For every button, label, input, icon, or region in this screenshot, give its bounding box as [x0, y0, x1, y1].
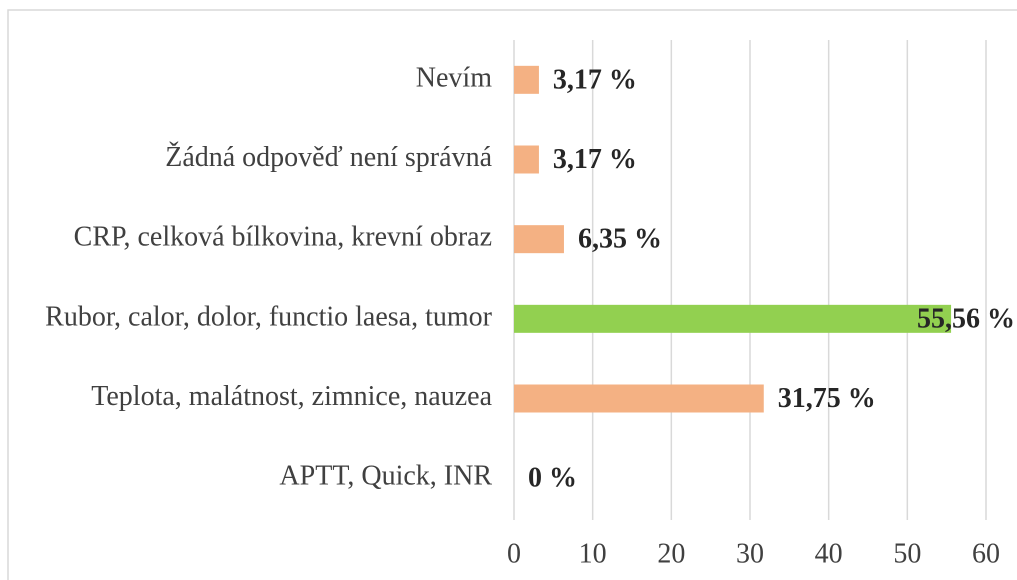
- x-tick-label: 20: [657, 538, 685, 569]
- x-tick-label: 0: [507, 538, 521, 569]
- x-tick-label: 50: [893, 538, 921, 569]
- y-tick-label: Rubor, calor, dolor, functio laesa, tumo…: [45, 301, 493, 332]
- value-label: 3,17 %: [553, 64, 637, 95]
- bar: [514, 304, 952, 333]
- x-tick-label: 60: [972, 538, 1000, 569]
- bar: [514, 384, 764, 413]
- y-tick-label: Teplota, malátnost, zimnice, nauzea: [91, 381, 492, 412]
- bar: [514, 145, 539, 174]
- value-label: 0 %: [528, 463, 577, 494]
- y-tick-label: APTT, Quick, INR: [279, 461, 492, 492]
- y-tick-label: Žádná odpověď není správná: [165, 142, 492, 173]
- value-label: 55,56 %: [917, 303, 1015, 334]
- bar: [514, 65, 539, 94]
- bar: [514, 225, 564, 254]
- value-label: 31,75 %: [778, 383, 876, 414]
- y-tick-label: CRP, celková bílkovina, krevní obraz: [74, 222, 492, 253]
- x-tick-label: 40: [815, 538, 843, 569]
- y-tick-label: Nevím: [416, 62, 492, 93]
- x-tick-label: 30: [736, 538, 764, 569]
- x-tick-label: 10: [579, 538, 607, 569]
- value-label: 3,17 %: [553, 144, 637, 175]
- value-label: 6,35 %: [578, 224, 662, 255]
- chart-border: [7, 9, 1017, 580]
